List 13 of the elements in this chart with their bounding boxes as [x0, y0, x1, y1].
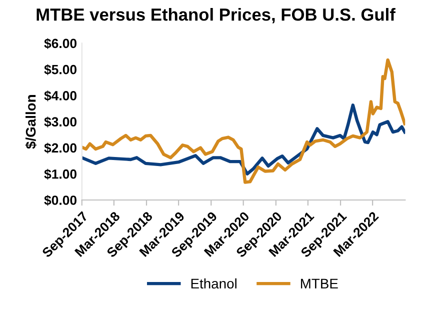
y-tick-label: $0.00 — [44, 194, 76, 206]
chart-title: MTBE versus Ethanol Prices, FOB U.S. Gulf — [36, 8, 396, 24]
line-series — [82, 104, 406, 176]
legend-label: MTBE — [301, 278, 338, 288]
y-axis-title: $/Gallon — [25, 95, 37, 149]
line-series — [82, 58, 406, 184]
y-tick-label: $4.00 — [44, 90, 76, 102]
y-tick-label: $5.00 — [44, 64, 76, 76]
legend-label: Ethanol — [191, 278, 236, 289]
y-tick-label: $6.00 — [44, 38, 76, 49]
y-tick-label: $3.00 — [44, 116, 76, 128]
y-tick-label: $1.00 — [44, 168, 76, 180]
y-tick-label: $2.00 — [44, 142, 76, 154]
